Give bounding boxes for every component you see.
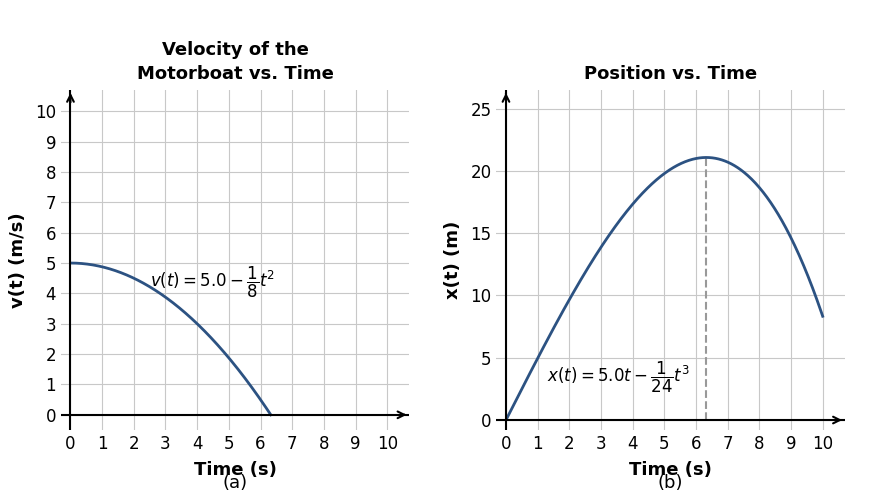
Text: $v(t) = 5.0 - \dfrac{1}{8}t^2$: $v(t) = 5.0 - \dfrac{1}{8}t^2$: [150, 265, 275, 300]
Title: Velocity of the
Motorboat vs. Time: Velocity of the Motorboat vs. Time: [137, 42, 334, 83]
X-axis label: Time (s): Time (s): [193, 461, 277, 479]
Text: $x(t) = 5.0t - \dfrac{1}{24}t^3$: $x(t) = 5.0t - \dfrac{1}{24}t^3$: [547, 360, 690, 396]
Y-axis label: x(t) (m): x(t) (m): [444, 221, 463, 299]
Text: (a): (a): [223, 474, 247, 492]
X-axis label: Time (s): Time (s): [629, 461, 712, 479]
Title: Position vs. Time: Position vs. Time: [584, 65, 757, 83]
Y-axis label: v(t) (m/s): v(t) (m/s): [9, 212, 27, 308]
Text: (b): (b): [658, 474, 684, 492]
